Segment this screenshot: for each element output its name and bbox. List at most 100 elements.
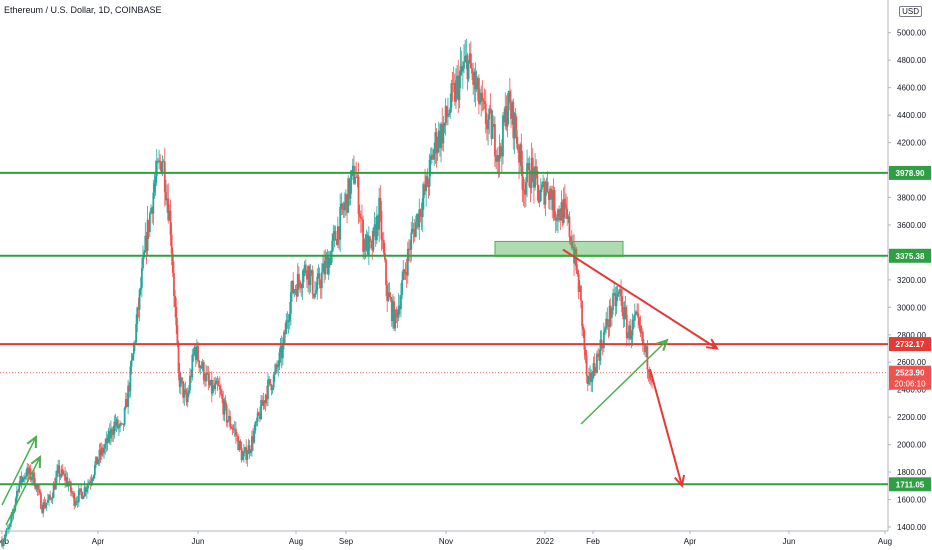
candle-body [96,456,99,465]
candle-body [510,103,512,119]
candle-body [430,154,433,157]
candle-body [179,377,182,387]
candle-body [284,331,287,335]
candle-body [503,115,506,123]
candle-body [367,236,370,256]
candle-body [236,435,238,437]
candle-body [445,106,448,118]
candle-body [491,125,494,139]
candle-body [612,293,614,311]
candle-body [300,287,303,289]
candle-body [511,102,514,119]
candle-body [99,449,102,456]
candle-body [622,312,625,320]
candle-body [204,379,206,382]
candle-body [16,490,18,499]
candle-body [464,56,467,62]
candle-body [489,108,492,111]
candle-body [411,228,414,233]
candle-body [226,420,229,423]
candle-body [251,436,253,452]
candle-body [591,377,594,382]
candle-body [592,363,595,378]
candle-body [537,185,540,203]
candle-body [589,372,591,377]
candle-body [1,540,3,547]
candle-body [145,235,148,251]
candle-body [450,83,453,108]
candle-body [6,528,9,530]
candle-body [539,189,542,201]
candle-body [479,101,481,104]
candle-body [388,292,391,298]
candle-body [210,379,213,394]
candle-body [146,219,149,251]
level-price-tag [889,248,931,263]
candle-body [566,208,569,219]
candle-body [353,165,355,184]
candle-body [543,181,546,205]
candle-body [601,346,604,349]
candle-body [253,430,256,443]
candle-body [295,289,298,297]
candle-body [9,523,11,527]
candle-body [651,380,653,382]
price-tick-label: 2000.00 [897,441,926,450]
candle-body [166,198,168,201]
candle-body [167,198,170,221]
candle-body [331,240,334,252]
candle-body [140,268,143,288]
candle-body [7,526,10,529]
candle-body [20,476,23,483]
trendline-arrowhead [705,338,719,350]
candle-body [112,433,115,435]
candle-body [234,428,237,436]
candle-body [41,508,44,513]
candle-body [512,102,515,139]
candle-body [131,354,134,361]
time-tick-label: Sep [339,537,354,546]
candle-body [214,383,217,390]
candle-body [323,263,326,275]
candle-body [386,285,389,301]
candle-body [422,184,425,199]
candle-body [171,253,174,274]
candle-body [76,501,79,503]
candle-body [281,343,284,359]
candle-body [293,289,296,294]
candle-body [396,311,399,318]
bullish-arrow-line [5,456,41,526]
candle-body [341,203,344,210]
candle-body [298,273,300,282]
candle-body [559,217,562,221]
candle-body [110,428,112,439]
candle-body [45,502,48,506]
candle-body [326,256,329,275]
candle-body [506,110,509,127]
candle-body [44,505,47,508]
candle-body [555,220,558,221]
candle-body [184,389,187,393]
currency-button[interactable]: USD [899,6,922,17]
candle-body [80,488,83,493]
candle-body [440,123,442,148]
candle-body [152,192,155,214]
candle-body [279,346,282,353]
candle-body [472,73,475,85]
candle-body [292,280,295,294]
candle-body [174,296,177,307]
candle-body [522,189,525,191]
candle-body [436,146,439,154]
candle-body [561,202,564,224]
candle-body [312,294,315,298]
candle-body [261,400,264,406]
candle-body [311,270,314,295]
candle-body [130,360,133,367]
price-tick-label: 1800.00 [897,468,926,477]
candle-body [155,160,158,177]
candle-body [307,265,309,280]
candle-body [617,291,620,294]
candle-body [544,191,547,205]
candle-body [552,190,555,211]
